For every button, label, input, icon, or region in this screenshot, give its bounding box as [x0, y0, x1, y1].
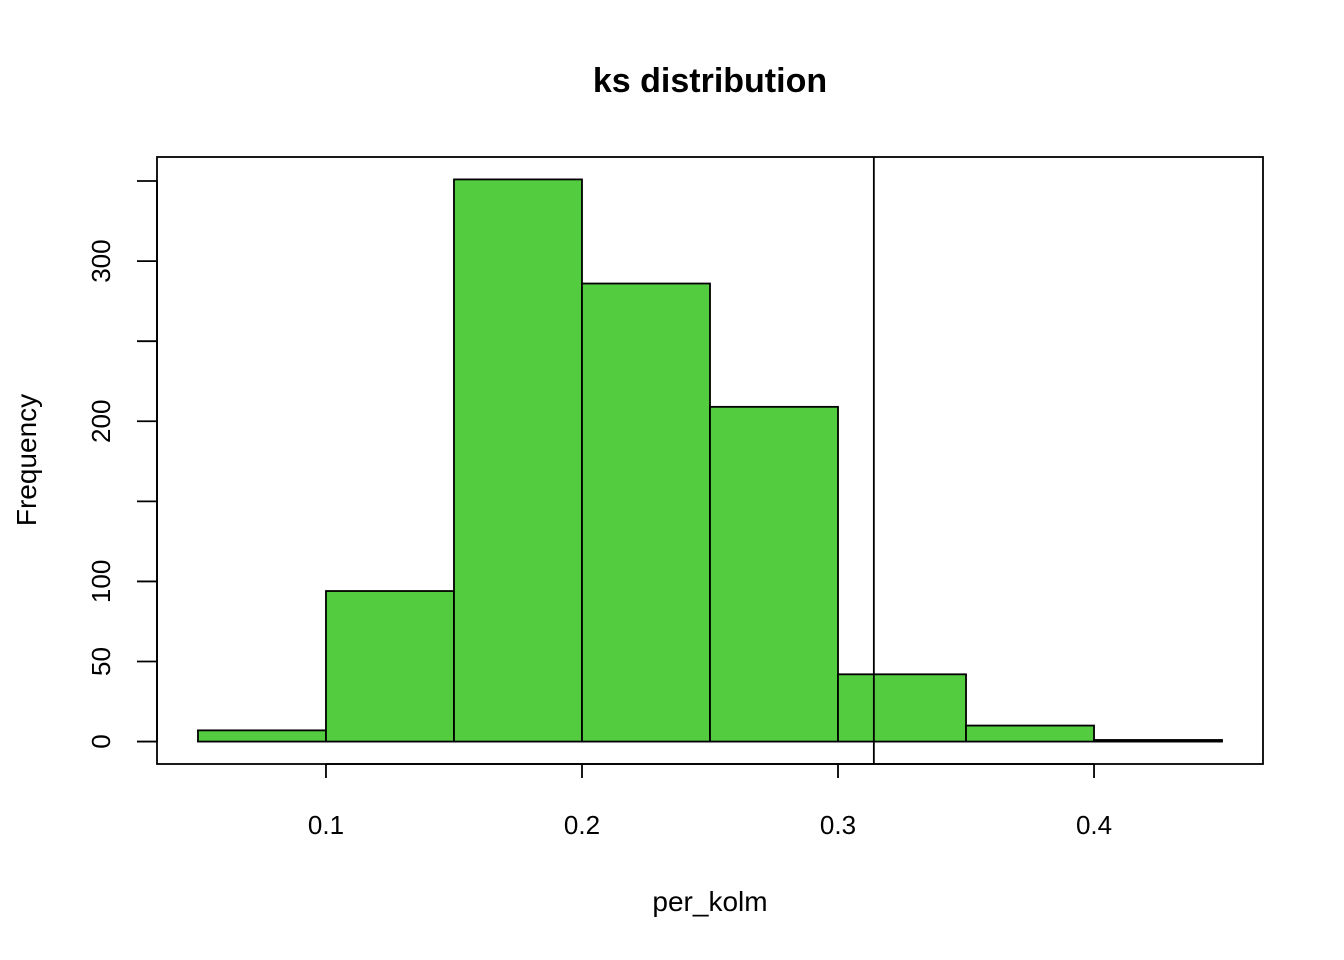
plot-frame [156, 156, 1264, 765]
histogram-bar-3 [581, 282, 711, 743]
y-tick-label-6: 300 [86, 239, 116, 282]
chart-title: ks distribution [593, 62, 827, 100]
histogram-bar-0 [197, 729, 327, 743]
histogram-bar-2 [453, 178, 583, 743]
y-tick-label-2: 100 [86, 560, 116, 603]
x-axis: 0.1 0.2 0.3 0.4 [308, 763, 1112, 840]
y-axis-label: Frequency [11, 394, 42, 526]
histogram-bar-6 [965, 724, 1095, 743]
x-tick-label-1: 0.2 [564, 810, 600, 840]
y-tick-label-4: 200 [86, 400, 116, 443]
x-tick-label-0: 0.1 [308, 810, 344, 840]
histogram-bar-1 [325, 590, 455, 743]
x-tick-label-2: 0.3 [820, 810, 856, 840]
histogram-bar-4 [709, 405, 839, 743]
y-tick-label-0: 0 [86, 734, 116, 748]
y-tick-label-1: 50 [86, 647, 116, 676]
histogram-bar-7 [1093, 739, 1223, 743]
x-axis-label: per_kolm [652, 886, 767, 917]
histogram-bars [197, 178, 1223, 743]
x-tick-label-3: 0.4 [1076, 810, 1112, 840]
histogram-bar-5 [837, 673, 967, 743]
y-axis: 0 50 100 200 300 [86, 180, 158, 749]
